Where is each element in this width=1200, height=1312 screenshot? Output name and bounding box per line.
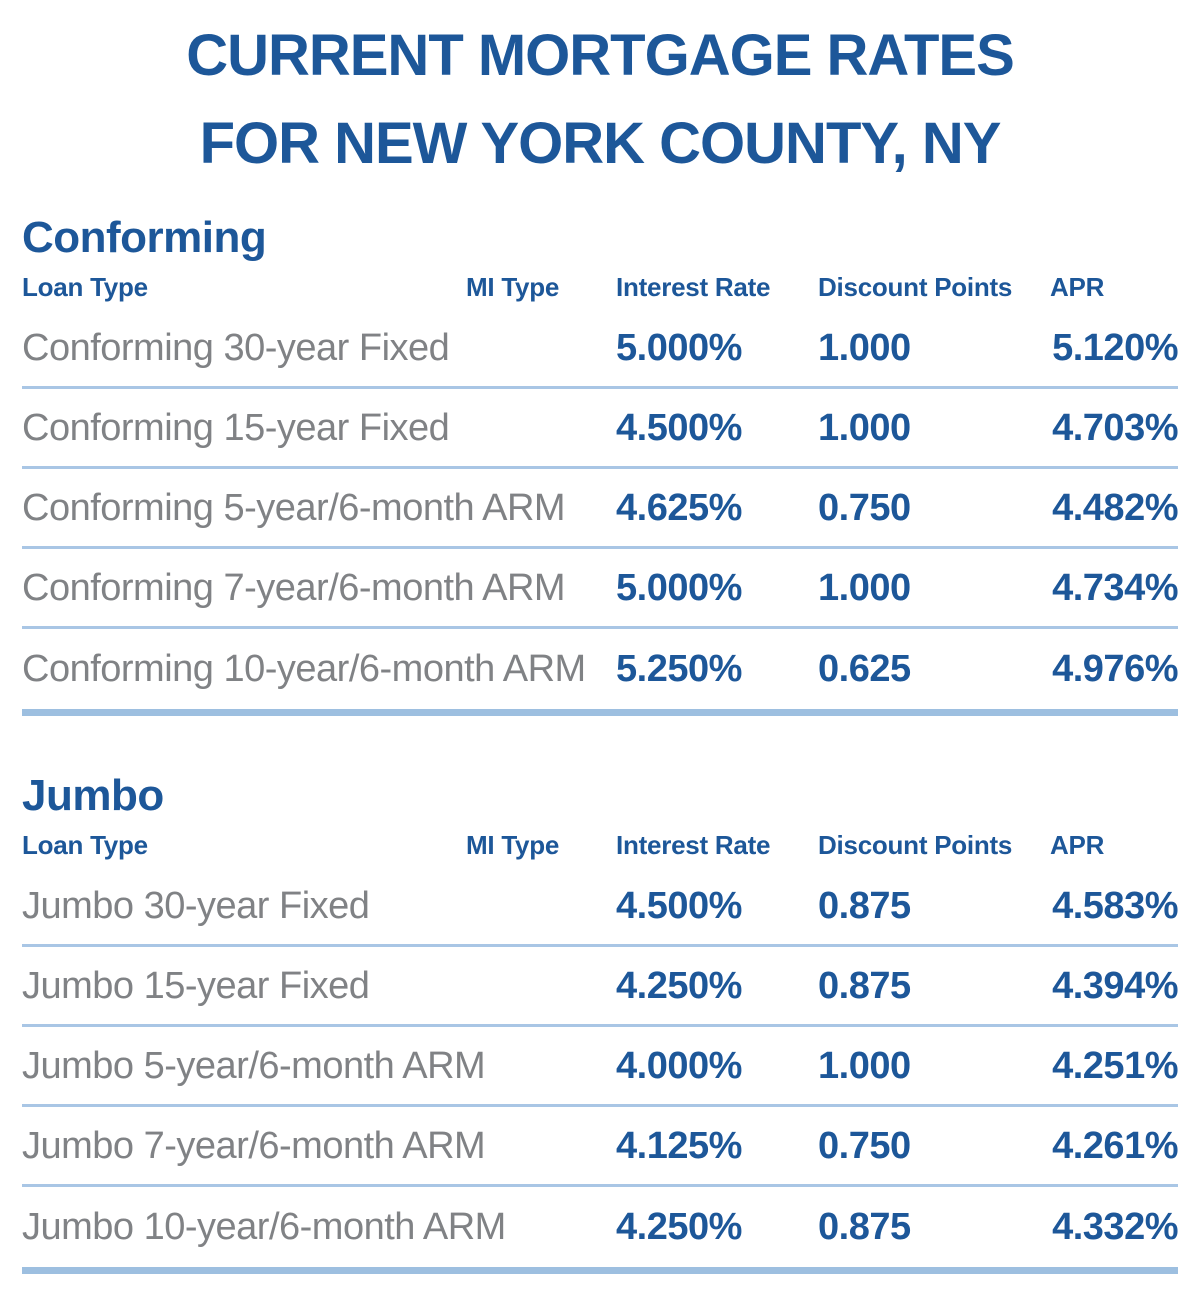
table-row: Conforming 5-year/6-month ARM 4.625% 0.7…	[22, 469, 1179, 549]
table-row: Conforming 10-year/6-month ARM 5.250% 0.…	[22, 629, 1179, 716]
cell-discount-points: 1.000	[818, 566, 911, 609]
cell-apr: 4.261%	[1052, 1124, 1178, 1167]
column-header-loan-type: Loan Type	[22, 272, 148, 302]
table-row: Jumbo 30-year Fixed 4.500% 0.875 4.583%	[22, 867, 1179, 947]
table-row: Conforming 15-year Fixed 4.500% 1.000 4.…	[22, 389, 1179, 469]
rate-section-conforming: Conforming Loan Type MI Type Interest Ra…	[22, 213, 1179, 716]
cell-loan-type: Jumbo 15-year Fixed	[22, 964, 370, 1007]
cell-discount-points: 0.875	[818, 964, 911, 1007]
cell-discount-points: 1.000	[818, 406, 911, 449]
cell-loan-type: Jumbo 5-year/6-month ARM	[22, 1044, 486, 1087]
rate-table: Loan Type MI Type Interest Rate Discount…	[22, 264, 1179, 716]
column-header-apr: APR	[1050, 830, 1105, 860]
cell-apr: 4.394%	[1052, 964, 1178, 1007]
cell-loan-type: Conforming 15-year Fixed	[22, 406, 450, 449]
column-header-mi-type: MI Type	[466, 830, 560, 860]
table-row: Jumbo 7-year/6-month ARM 4.125% 0.750 4.…	[22, 1107, 1179, 1187]
table-row: Jumbo 15-year Fixed 4.250% 0.875 4.394%	[22, 947, 1179, 1027]
section-heading: Conforming	[22, 213, 267, 262]
table-row: Conforming 7-year/6-month ARM 5.000% 1.0…	[22, 549, 1179, 629]
cell-loan-type: Conforming 7-year/6-month ARM	[22, 566, 566, 609]
cell-interest-rate: 4.500%	[616, 884, 742, 927]
cell-discount-points: 1.000	[818, 1044, 911, 1087]
table-row: Jumbo 5-year/6-month ARM 4.000% 1.000 4.…	[22, 1027, 1179, 1107]
column-header-discount-points: Discount Points	[818, 830, 1013, 860]
cell-apr: 4.332%	[1052, 1206, 1178, 1248]
cell-interest-rate: 4.625%	[616, 486, 742, 529]
table-row: Conforming 30-year Fixed 5.000% 1.000 5.…	[22, 309, 1179, 389]
cell-discount-points: 0.875	[818, 884, 911, 927]
table-row: Jumbo 10-year/6-month ARM 4.250% 0.875 4…	[22, 1187, 1179, 1274]
page-title-line2: FOR NEW YORK COUNTY, NY	[199, 111, 1002, 176]
column-header-interest-rate: Interest Rate	[616, 272, 771, 302]
cell-loan-type: Conforming 30-year Fixed	[22, 326, 450, 369]
rate-sections-container: Conforming Loan Type MI Type Interest Ra…	[22, 213, 1179, 1274]
cell-interest-rate: 4.125%	[616, 1124, 742, 1167]
cell-interest-rate: 4.500%	[616, 406, 742, 449]
cell-interest-rate: 5.250%	[616, 648, 742, 690]
cell-discount-points: 0.750	[818, 1124, 911, 1167]
cell-discount-points: 1.000	[818, 326, 911, 369]
cell-apr: 5.120%	[1052, 326, 1178, 369]
cell-apr: 4.482%	[1052, 486, 1178, 529]
table-header-row: Loan Type MI Type Interest Rate Discount…	[22, 264, 1178, 309]
section-heading: Jumbo	[22, 771, 164, 820]
cell-loan-type: Jumbo 7-year/6-month ARM	[22, 1124, 486, 1167]
cell-loan-type: Jumbo 10-year/6-month ARM	[22, 1206, 506, 1248]
mortgage-rates-page: CURRENT MORTGAGE RATES FOR NEW YORK COUN…	[22, 12, 1179, 1274]
cell-loan-type: Conforming 5-year/6-month ARM	[22, 486, 566, 529]
column-header-mi-type: MI Type	[466, 272, 560, 302]
cell-loan-type: Jumbo 30-year Fixed	[22, 884, 370, 927]
cell-apr: 4.251%	[1052, 1044, 1178, 1087]
column-header-interest-rate: Interest Rate	[616, 830, 771, 860]
cell-interest-rate: 4.250%	[616, 964, 742, 1007]
cell-loan-type: Conforming 10-year/6-month ARM	[22, 648, 586, 690]
column-header-discount-points: Discount Points	[818, 272, 1013, 302]
cell-interest-rate: 5.000%	[616, 326, 742, 369]
column-header-loan-type: Loan Type	[22, 830, 148, 860]
cell-interest-rate: 4.000%	[616, 1044, 742, 1087]
cell-interest-rate: 5.000%	[616, 566, 742, 609]
cell-discount-points: 0.625	[818, 648, 911, 690]
cell-interest-rate: 4.250%	[616, 1206, 742, 1248]
rate-section-jumbo: Jumbo Loan Type MI Type Interest Rate Di…	[22, 771, 1179, 1274]
cell-discount-points: 0.875	[818, 1206, 911, 1248]
rate-table: Loan Type MI Type Interest Rate Discount…	[22, 822, 1179, 1274]
page-title: CURRENT MORTGAGE RATES FOR NEW YORK COUN…	[22, 12, 1178, 188]
cell-apr: 4.583%	[1052, 884, 1178, 927]
cell-discount-points: 0.750	[818, 486, 911, 529]
column-header-apr: APR	[1050, 272, 1105, 302]
table-header-row: Loan Type MI Type Interest Rate Discount…	[22, 822, 1178, 867]
page-title-line1: CURRENT MORTGAGE RATES	[186, 23, 1015, 88]
cell-apr: 4.734%	[1052, 566, 1178, 609]
cell-apr: 4.703%	[1052, 406, 1178, 449]
cell-apr: 4.976%	[1052, 648, 1178, 690]
